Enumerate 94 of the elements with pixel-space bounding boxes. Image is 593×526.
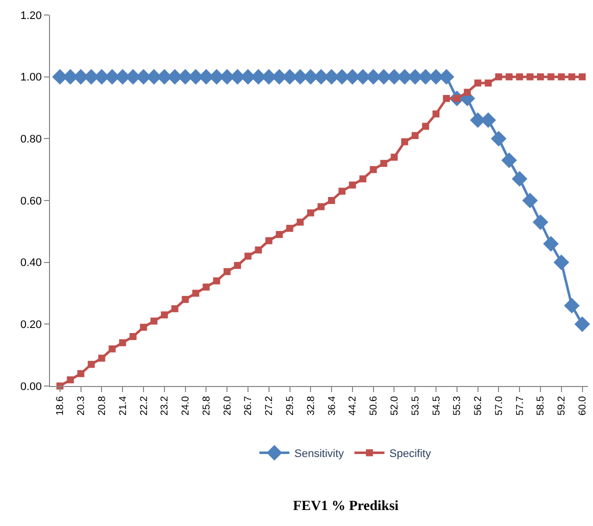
- point: [564, 298, 580, 314]
- point: [276, 231, 283, 238]
- point: [98, 354, 106, 362]
- point: [558, 73, 565, 80]
- point: [516, 73, 524, 80]
- x-tick-label: 59.2: [556, 396, 568, 416]
- x-tick-label: 57.0: [494, 396, 505, 416]
- point: [501, 152, 517, 168]
- point: [140, 324, 147, 331]
- point: [495, 73, 502, 80]
- point: [234, 262, 242, 269]
- y-tick-label: 0.00: [20, 380, 42, 393]
- x-tick-label: 55.3: [452, 396, 464, 416]
- legend-label: Specifity: [389, 448, 432, 460]
- x-tick-label: 26.0: [222, 396, 234, 416]
- point: [286, 224, 294, 232]
- y-tick-label: 1.20: [20, 10, 42, 22]
- x-tick-label: 57.7: [514, 396, 526, 416]
- x-tick-label: 18.6: [55, 396, 66, 416]
- point: [474, 80, 482, 87]
- point: [547, 73, 554, 80]
- point: [130, 333, 137, 340]
- x-tick-label: 36.4: [326, 396, 338, 416]
- point: [536, 73, 544, 80]
- legend-label: Sensitivity: [294, 448, 344, 460]
- point: [532, 214, 548, 230]
- point: [328, 197, 336, 204]
- x-tick-label: 52.0: [389, 396, 400, 416]
- point: [254, 246, 262, 254]
- x-tick-label: 22.2: [138, 396, 150, 416]
- point: [522, 192, 538, 208]
- point: [338, 188, 346, 195]
- x-tick-label: 20.3: [76, 396, 88, 416]
- point: [442, 94, 450, 102]
- x-tick-label: 50.6: [368, 396, 380, 416]
- point: [182, 296, 189, 303]
- point: [422, 122, 430, 130]
- point: [390, 154, 398, 161]
- point: [171, 305, 178, 312]
- point: [192, 290, 200, 297]
- y-tick-label: 0.60: [20, 195, 42, 208]
- point: [370, 166, 377, 174]
- point: [506, 73, 513, 80]
- point: [224, 268, 231, 276]
- x-tick-label: 25.8: [201, 396, 212, 416]
- point: [160, 311, 168, 318]
- x-tick-label: 27.2: [264, 396, 276, 416]
- point: [568, 73, 576, 80]
- x-tick-label: 20.8: [96, 396, 108, 416]
- x-tick-label: 53.5: [410, 396, 422, 416]
- point: [490, 130, 506, 146]
- point: [526, 73, 534, 80]
- point: [88, 360, 95, 368]
- point: [432, 110, 440, 118]
- point: [348, 182, 356, 189]
- point: [66, 376, 74, 384]
- x-tick-label: 21.4: [118, 396, 129, 416]
- point: [412, 132, 419, 140]
- text: FEV1 % Prediksi: [293, 499, 399, 514]
- point: [265, 237, 272, 244]
- point: [108, 345, 116, 352]
- y-tick-label: 0.80: [20, 134, 42, 146]
- x-tick-label: 29.5: [285, 396, 296, 416]
- point: [213, 277, 220, 284]
- point: [464, 88, 471, 96]
- x-tick-label: 58.5: [536, 396, 547, 416]
- point: [578, 73, 586, 80]
- x-tick-label: 26.7: [243, 396, 254, 416]
- x-tick-label: 32.8: [306, 396, 317, 416]
- point: [380, 160, 388, 167]
- y-tick-label: 0.40: [20, 257, 42, 270]
- x-tick-label: 23.2: [160, 396, 171, 416]
- point: [318, 203, 325, 210]
- point: [574, 316, 590, 332]
- point: [119, 339, 126, 346]
- x-tick-label: 56.2: [473, 396, 484, 416]
- point: [296, 218, 304, 226]
- point: [359, 175, 366, 182]
- point: [244, 252, 252, 260]
- point: [484, 80, 492, 87]
- point: [150, 318, 158, 325]
- point: [543, 236, 559, 252]
- point: [401, 138, 408, 146]
- point: [202, 284, 210, 291]
- x-tick-label: 54.5: [431, 396, 442, 416]
- x-tick-label: 44.2: [348, 396, 359, 416]
- x-tick-label: 24.0: [180, 396, 192, 416]
- point: [77, 370, 84, 378]
- x-tick-label: 60.0: [578, 396, 588, 416]
- y-tick-label: 1.00: [20, 72, 42, 84]
- point: [554, 254, 570, 270]
- point: [512, 171, 528, 187]
- y-tick-label: 0.20: [20, 319, 42, 332]
- point: [307, 209, 314, 216]
